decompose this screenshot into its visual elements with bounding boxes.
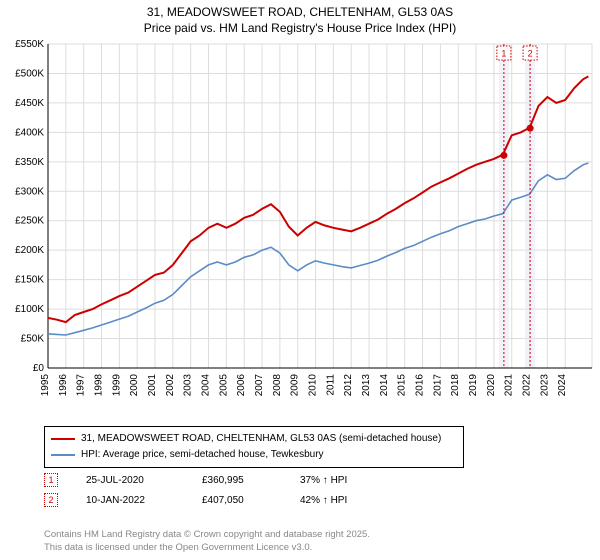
svg-text:£50K: £50K xyxy=(21,334,45,345)
legend-swatch-2 xyxy=(51,454,75,456)
svg-text:2006: 2006 xyxy=(236,374,247,397)
svg-text:2014: 2014 xyxy=(379,374,390,397)
svg-text:1999: 1999 xyxy=(111,374,122,397)
footer-line-1: Contains HM Land Registry data © Crown c… xyxy=(44,529,370,541)
svg-text:2000: 2000 xyxy=(129,374,140,397)
svg-text:2004: 2004 xyxy=(201,374,212,397)
svg-text:1: 1 xyxy=(501,49,506,59)
svg-text:1998: 1998 xyxy=(94,374,105,397)
svg-text:2005: 2005 xyxy=(218,374,229,397)
legend-label-1: 31, MEADOWSWEET ROAD, CHELTENHAM, GL53 0… xyxy=(81,431,441,447)
svg-text:2015: 2015 xyxy=(397,374,408,397)
footer-attribution: Contains HM Land Registry data © Crown c… xyxy=(44,529,370,554)
legend-swatch-1 xyxy=(51,438,75,440)
svg-text:2022: 2022 xyxy=(522,374,533,397)
svg-text:2009: 2009 xyxy=(290,374,301,397)
svg-text:2: 2 xyxy=(528,49,533,59)
svg-text:£450K: £450K xyxy=(15,98,44,109)
svg-text:£300K: £300K xyxy=(15,186,44,197)
svg-text:£500K: £500K xyxy=(15,68,44,79)
title-line-2: Price paid vs. HM Land Registry's House … xyxy=(0,20,600,36)
sale-date-1: 25-JUL-2020 xyxy=(86,475,174,486)
legend-item-2: HPI: Average price, semi-detached house,… xyxy=(51,447,457,463)
svg-text:2008: 2008 xyxy=(272,374,283,397)
svg-text:2019: 2019 xyxy=(468,374,479,397)
svg-text:2012: 2012 xyxy=(343,374,354,397)
svg-text:2010: 2010 xyxy=(308,374,319,397)
svg-text:£400K: £400K xyxy=(15,127,44,138)
svg-text:£250K: £250K xyxy=(15,216,44,227)
sale-price-1: £360,995 xyxy=(202,475,272,486)
svg-text:2001: 2001 xyxy=(147,374,158,397)
svg-text:£0: £0 xyxy=(33,363,45,374)
svg-text:2002: 2002 xyxy=(165,374,176,397)
svg-text:2021: 2021 xyxy=(504,374,515,397)
svg-text:2017: 2017 xyxy=(432,374,443,397)
svg-text:£200K: £200K xyxy=(15,245,44,256)
svg-text:£350K: £350K xyxy=(15,157,44,168)
svg-text:£150K: £150K xyxy=(15,275,44,286)
title-line-1: 31, MEADOWSWEET ROAD, CHELTENHAM, GL53 0… xyxy=(0,4,600,20)
svg-text:2023: 2023 xyxy=(539,374,550,397)
sale-price-2: £407,050 xyxy=(202,495,272,506)
svg-text:2024: 2024 xyxy=(557,374,568,397)
legend-item-1: 31, MEADOWSWEET ROAD, CHELTENHAM, GL53 0… xyxy=(51,431,457,447)
legend: 31, MEADOWSWEET ROAD, CHELTENHAM, GL53 0… xyxy=(44,426,464,468)
chart-area: £0 £50K £100K £150K £200K £250K £300K £350K £400… xyxy=(0,38,600,418)
svg-text:2003: 2003 xyxy=(183,374,194,397)
footer-line-2: This data is licensed under the Open Gov… xyxy=(44,542,370,554)
svg-text:2018: 2018 xyxy=(450,374,461,397)
svg-text:2011: 2011 xyxy=(325,374,336,396)
sale-marker-row-2: 2 10-JAN-2022 £407,050 42% ↑ HPI xyxy=(44,490,347,510)
svg-text:2016: 2016 xyxy=(415,374,426,397)
svg-text:1995: 1995 xyxy=(40,374,51,397)
legend-label-2: HPI: Average price, semi-detached house,… xyxy=(81,447,324,463)
sale-delta-2: 42% ↑ HPI xyxy=(300,495,347,506)
svg-text:2020: 2020 xyxy=(486,374,497,397)
sale-date-2: 10-JAN-2022 xyxy=(86,495,174,506)
sale-marker-row-1: 1 25-JUL-2020 £360,995 37% ↑ HPI xyxy=(44,470,347,490)
svg-text:2007: 2007 xyxy=(254,374,265,397)
chart-svg: £0 £50K £100K £150K £200K £250K £300K £350K £400… xyxy=(0,38,600,418)
sale-marker-table: 1 25-JUL-2020 £360,995 37% ↑ HPI 2 10-JA… xyxy=(44,470,347,510)
sale-marker-badge-2: 2 xyxy=(44,493,58,507)
chart-title-block: 31, MEADOWSWEET ROAD, CHELTENHAM, GL53 0… xyxy=(0,0,600,38)
svg-text:1996: 1996 xyxy=(58,374,69,397)
svg-text:£550K: £550K xyxy=(15,39,44,50)
sale-delta-1: 37% ↑ HPI xyxy=(300,475,347,486)
svg-text:1997: 1997 xyxy=(76,374,87,397)
svg-text:2013: 2013 xyxy=(361,374,372,397)
svg-text:£100K: £100K xyxy=(15,304,44,315)
sale-marker-badge-1: 1 xyxy=(44,473,58,487)
